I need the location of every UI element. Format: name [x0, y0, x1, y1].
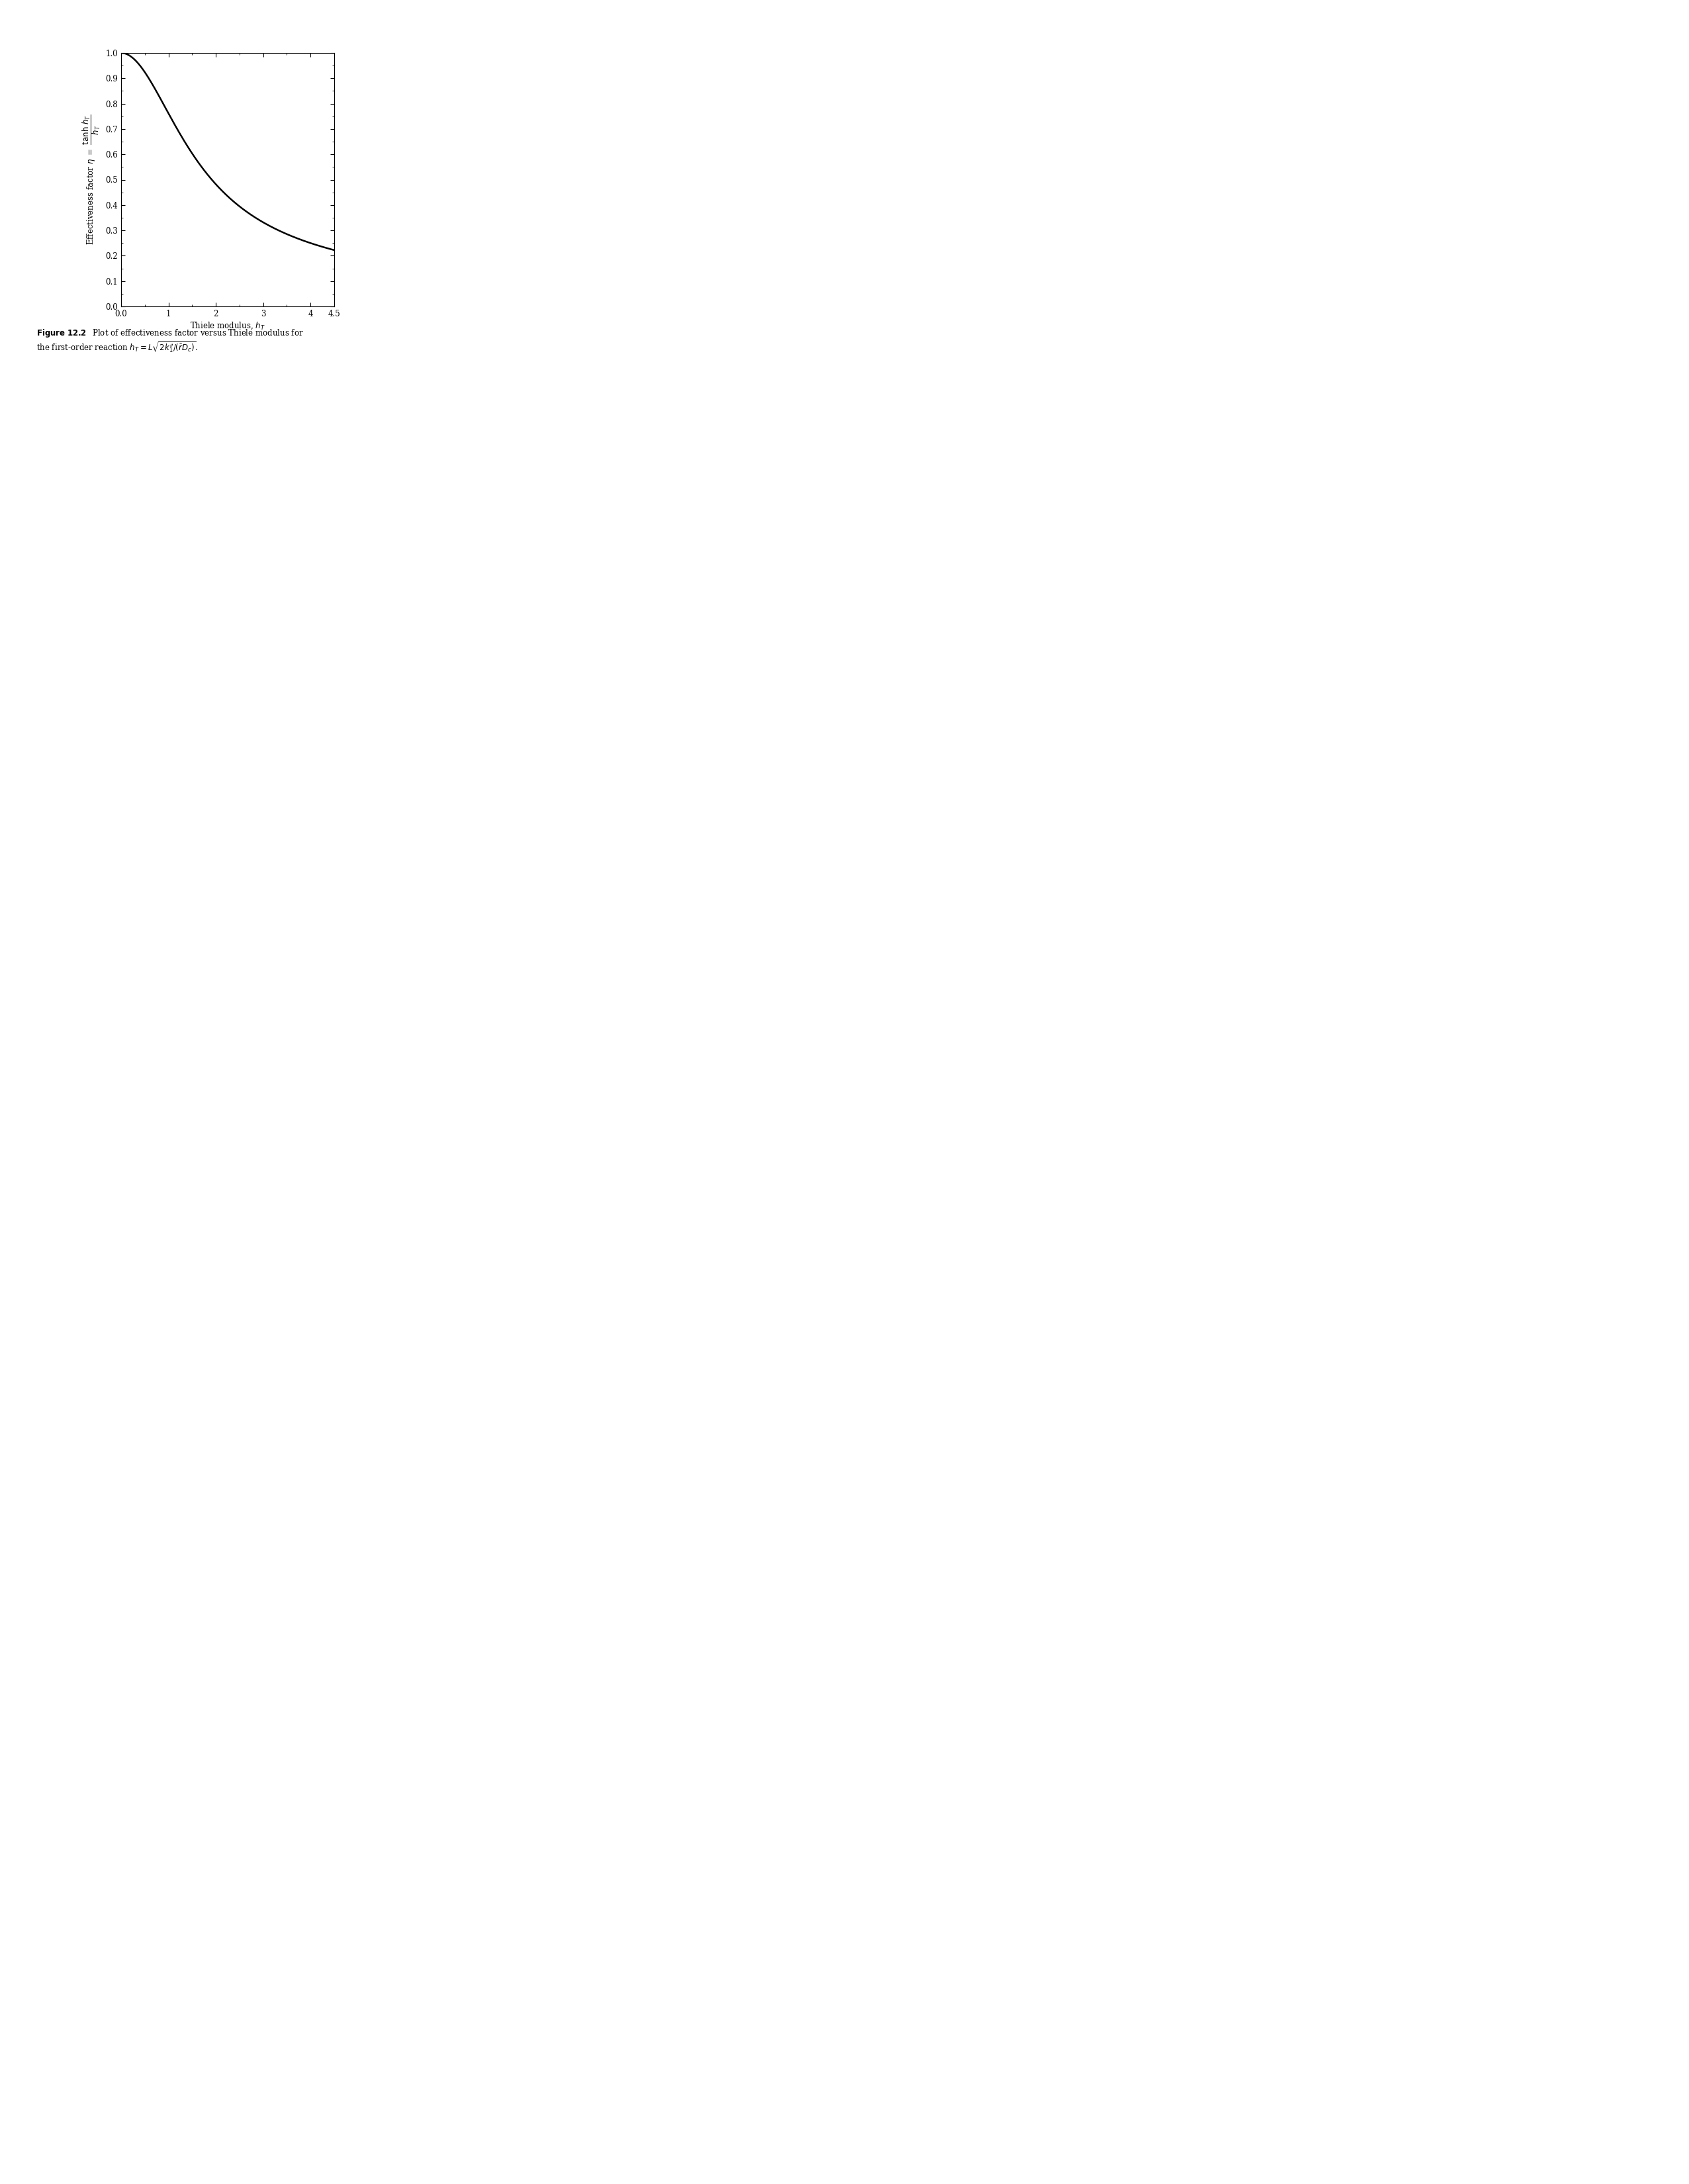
Text: the first-order reaction $h_T = L\sqrt{2k_1''/(\bar{r}D_c)}$.: the first-order reaction $h_T = L\sqrt{2… — [37, 339, 198, 354]
Y-axis label: Effectiveness factor $\eta\ =\ \dfrac{\tanh\,h_T}{h_T}$: Effectiveness factor $\eta\ =\ \dfrac{\t… — [81, 114, 101, 245]
X-axis label: Thiele modulus, $h_T$: Thiele modulus, $h_T$ — [191, 321, 265, 332]
Text: $\mathbf{Figure\ 12.2}$$\,$  Plot of effectiveness factor versus Thiele modulus : $\mathbf{Figure\ 12.2}$$\,$ Plot of effe… — [37, 328, 304, 339]
